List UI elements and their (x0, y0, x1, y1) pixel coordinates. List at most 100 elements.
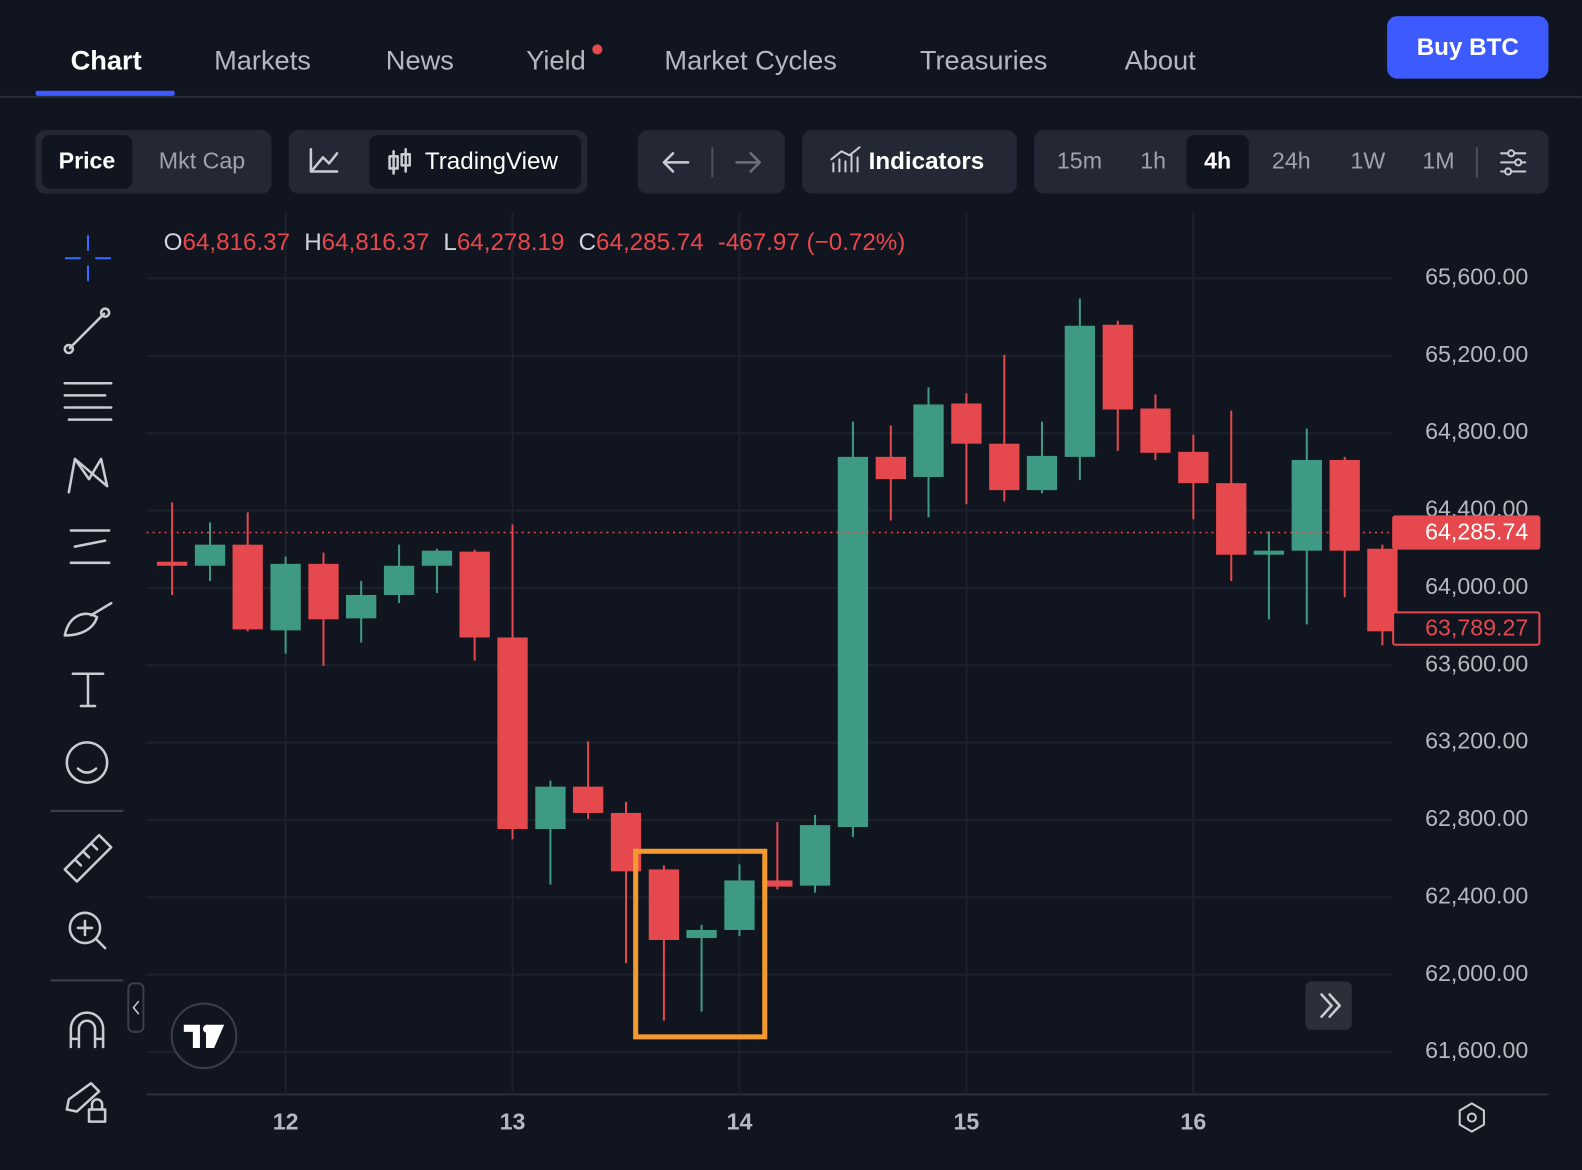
trendline-tool[interactable] (68, 312, 106, 350)
slider-knob (1507, 149, 1516, 158)
zoom-plus (76, 919, 107, 950)
emoji-tool[interactable] (65, 741, 109, 784)
candle-body (686, 929, 717, 939)
nav-tab[interactable]: About (1125, 45, 1197, 76)
candle-body (459, 551, 490, 638)
drawing-tools (50, 235, 145, 1123)
candle-body (572, 786, 604, 813)
pattern-tool[interactable] (67, 457, 109, 494)
mode-option[interactable]: Price (59, 148, 116, 174)
candle-body (837, 456, 869, 828)
candle-body (724, 880, 755, 930)
y-tick-label: 63,200.00 (1425, 728, 1528, 754)
scroll-right-button[interactable] (1305, 981, 1352, 1030)
candle-body (1064, 325, 1096, 457)
candle-body (1026, 455, 1058, 491)
crosshair-tool[interactable] (64, 235, 112, 282)
y-tick-label: 65,200.00 (1425, 341, 1528, 367)
ohlc-key: O (164, 229, 183, 256)
candle-body (232, 544, 263, 630)
ohlc-key: C (579, 229, 596, 256)
nav-tab[interactable]: Yield (526, 45, 586, 76)
timeframe-active (1186, 135, 1249, 189)
buy-button[interactable]: Buy BTC (1387, 16, 1549, 79)
candle-body (308, 563, 339, 620)
chart-style[interactable]: TradingView (425, 148, 559, 175)
buy-button-bg[interactable] (1387, 16, 1549, 79)
timeframe[interactable]: 24h (1272, 148, 1311, 174)
candle-body (383, 565, 415, 595)
candle-body (156, 561, 188, 566)
x-tick-label: 12 (273, 1109, 299, 1135)
candle-body (346, 594, 377, 619)
timeframe[interactable]: 1W (1351, 148, 1386, 174)
slider-knob (1514, 158, 1523, 167)
candle-body (913, 404, 944, 477)
tool-node (63, 343, 75, 355)
style-active (369, 135, 582, 189)
collapse-handle[interactable] (127, 982, 145, 1033)
candle-body (1291, 459, 1322, 551)
y-tick-label: 62,400.00 (1425, 882, 1528, 908)
y-tick-label: 64,000.00 (1425, 573, 1528, 599)
y-tick-label: 62,800.00 (1425, 805, 1528, 831)
indicators-button[interactable] (802, 130, 1017, 194)
fib-tool[interactable] (63, 382, 113, 421)
lock-tool[interactable] (65, 1081, 107, 1123)
timeframe[interactable]: 4h (1204, 148, 1231, 174)
x-tick-label: 14 (727, 1109, 753, 1135)
brush-tool[interactable] (63, 601, 113, 637)
y-tick-label: 64,800.00 (1425, 418, 1528, 444)
nav-tab[interactable]: Treasuries (920, 45, 1048, 76)
emoji-smile (76, 767, 98, 774)
candle-body (1140, 408, 1171, 453)
ohlc-value: 64,816.37 (182, 229, 290, 256)
tool-node (99, 307, 111, 318)
timeframe-group (1034, 130, 1549, 194)
zoom-tool[interactable] (68, 911, 102, 945)
y-tick-label: 62,000.00 (1425, 960, 1528, 986)
axis-settings[interactable] (1458, 1102, 1485, 1133)
notification-dot (592, 44, 603, 55)
highlight-box (633, 848, 768, 1040)
nav-tab[interactable]: News (386, 45, 454, 76)
candle-body (1216, 483, 1247, 555)
back-arrow[interactable] (662, 152, 690, 173)
x-tick-label: 16 (1180, 1109, 1206, 1135)
ohlc-key: L (443, 229, 456, 256)
ohlc-key: H (304, 229, 321, 256)
ruler-tool[interactable] (63, 833, 113, 883)
candle-body (875, 456, 906, 480)
candle-body (194, 544, 226, 566)
x-tick-label: 15 (954, 1109, 980, 1135)
indicators-label[interactable]: Indicators (869, 148, 985, 175)
slider-knob (1504, 167, 1513, 176)
price-label: 64,285.74 (1425, 519, 1528, 545)
nav-tab[interactable]: Chart (71, 45, 142, 76)
price-label: 63,789.27 (1425, 615, 1528, 641)
ohlc-legend: O64,816.37 H64,816.37 L64,278.19 C64,285.74… (164, 229, 906, 256)
forecast-tool[interactable] (69, 529, 111, 565)
price-label-box (1392, 515, 1541, 550)
nav-tab[interactable]: Markets (214, 45, 311, 76)
candle-body (270, 563, 301, 631)
tv-logo[interactable] (170, 1002, 238, 1070)
chart: 12 13 14 15 16 61,600.00 62,000.00 62,400.00 62,… (146, 211, 1549, 1135)
candle-body (497, 637, 528, 829)
timeframe[interactable]: 1h (1140, 148, 1166, 174)
nav-tab[interactable]: Market Cycles (664, 45, 836, 76)
y-tick-label: 63,600.00 (1425, 650, 1528, 676)
y-tick-label: 61,600.00 (1425, 1037, 1528, 1063)
axis-settings-dot (1466, 1112, 1477, 1123)
mode-active (41, 135, 133, 189)
forward-arrow[interactable] (735, 152, 761, 173)
timeframe[interactable]: 1M (1422, 148, 1454, 174)
magnet-tool[interactable] (69, 1011, 105, 1049)
timeframe[interactable]: 15m (1057, 148, 1102, 174)
buy-button-label[interactable]: Buy BTC (1417, 34, 1519, 61)
line-chart-icon[interactable] (309, 148, 339, 173)
candle-body (1329, 459, 1360, 551)
text-tool[interactable] (71, 672, 105, 708)
mode-option[interactable]: Mkt Cap (159, 148, 245, 174)
